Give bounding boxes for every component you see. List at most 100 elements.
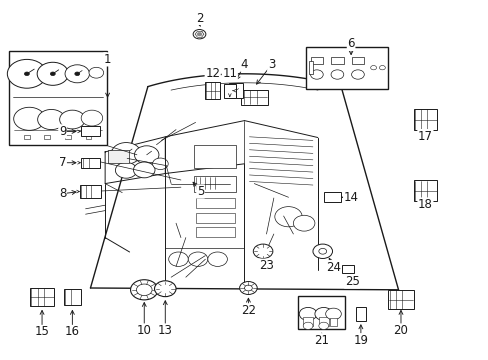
Text: 7: 7: [59, 156, 66, 169]
Bar: [351, 57, 363, 64]
Bar: [318, 317, 328, 326]
Bar: [303, 317, 312, 326]
Bar: [195, 227, 234, 237]
Circle shape: [188, 252, 207, 266]
Circle shape: [38, 109, 65, 130]
Circle shape: [379, 66, 385, 70]
Bar: [329, 318, 337, 326]
Circle shape: [134, 146, 159, 164]
Circle shape: [75, 72, 80, 76]
Circle shape: [50, 72, 55, 76]
Text: 18: 18: [417, 198, 432, 211]
Circle shape: [351, 70, 364, 79]
Circle shape: [318, 248, 326, 254]
Circle shape: [274, 207, 302, 227]
Circle shape: [330, 70, 343, 79]
Text: 6: 6: [346, 37, 354, 50]
Bar: [413, 180, 436, 201]
Bar: [308, 61, 313, 74]
Circle shape: [133, 162, 155, 178]
Circle shape: [24, 72, 29, 76]
Text: 21: 21: [314, 334, 328, 347]
Circle shape: [65, 65, 89, 83]
Text: 19: 19: [353, 334, 367, 347]
Circle shape: [111, 143, 141, 164]
Circle shape: [310, 70, 323, 79]
Bar: [63, 289, 81, 305]
Bar: [195, 213, 234, 223]
Bar: [81, 158, 100, 168]
Bar: [80, 185, 101, 198]
Bar: [310, 57, 323, 64]
Bar: [205, 82, 220, 99]
Bar: [413, 109, 436, 130]
Bar: [228, 83, 242, 98]
Bar: [194, 176, 236, 192]
Circle shape: [136, 284, 152, 296]
Circle shape: [168, 252, 188, 266]
Text: 5: 5: [196, 185, 204, 198]
Circle shape: [325, 308, 341, 320]
Text: 1: 1: [103, 53, 111, 66]
Text: 4: 4: [240, 58, 248, 71]
Bar: [85, 135, 91, 139]
Text: 16: 16: [65, 325, 80, 338]
Bar: [9, 51, 106, 145]
Text: 20: 20: [393, 324, 407, 337]
Text: 17: 17: [417, 130, 432, 143]
Bar: [65, 135, 71, 139]
Circle shape: [60, 110, 85, 129]
Circle shape: [130, 280, 158, 300]
Circle shape: [37, 62, 68, 85]
Circle shape: [89, 67, 103, 78]
Text: 11: 11: [222, 67, 237, 80]
Text: 13: 13: [158, 324, 172, 337]
Circle shape: [115, 162, 137, 178]
Circle shape: [197, 32, 202, 36]
Circle shape: [244, 285, 252, 291]
Circle shape: [14, 107, 45, 130]
Text: 2: 2: [195, 12, 203, 24]
Bar: [341, 265, 353, 273]
Circle shape: [193, 30, 205, 39]
Circle shape: [314, 307, 332, 320]
Bar: [324, 192, 341, 202]
Text: 22: 22: [241, 304, 255, 317]
Text: 10: 10: [137, 324, 151, 337]
Circle shape: [303, 322, 312, 329]
Bar: [355, 307, 366, 321]
Bar: [195, 198, 234, 208]
Bar: [108, 150, 128, 163]
Bar: [240, 90, 267, 105]
Text: 14: 14: [343, 191, 358, 204]
Circle shape: [293, 215, 314, 231]
Text: 12: 12: [205, 67, 220, 80]
Text: 25: 25: [344, 275, 359, 288]
Circle shape: [81, 110, 102, 126]
Text: 15: 15: [35, 325, 49, 338]
Bar: [81, 126, 100, 136]
Bar: [24, 135, 30, 139]
Circle shape: [312, 244, 332, 258]
Text: 3: 3: [267, 58, 275, 71]
Circle shape: [370, 66, 376, 70]
Text: 23: 23: [259, 259, 273, 272]
Text: 24: 24: [325, 261, 340, 274]
Text: 8: 8: [59, 187, 66, 200]
Text: 9: 9: [59, 125, 66, 138]
Circle shape: [207, 252, 227, 266]
Bar: [298, 296, 344, 329]
Circle shape: [154, 281, 176, 297]
Circle shape: [299, 307, 316, 320]
Circle shape: [152, 158, 168, 170]
Circle shape: [7, 59, 46, 88]
Bar: [387, 289, 413, 309]
Circle shape: [253, 244, 272, 258]
Bar: [194, 145, 236, 168]
Bar: [305, 47, 387, 89]
Circle shape: [239, 282, 257, 294]
Bar: [331, 57, 343, 64]
Bar: [30, 288, 54, 306]
Circle shape: [318, 322, 328, 329]
Bar: [223, 84, 235, 98]
